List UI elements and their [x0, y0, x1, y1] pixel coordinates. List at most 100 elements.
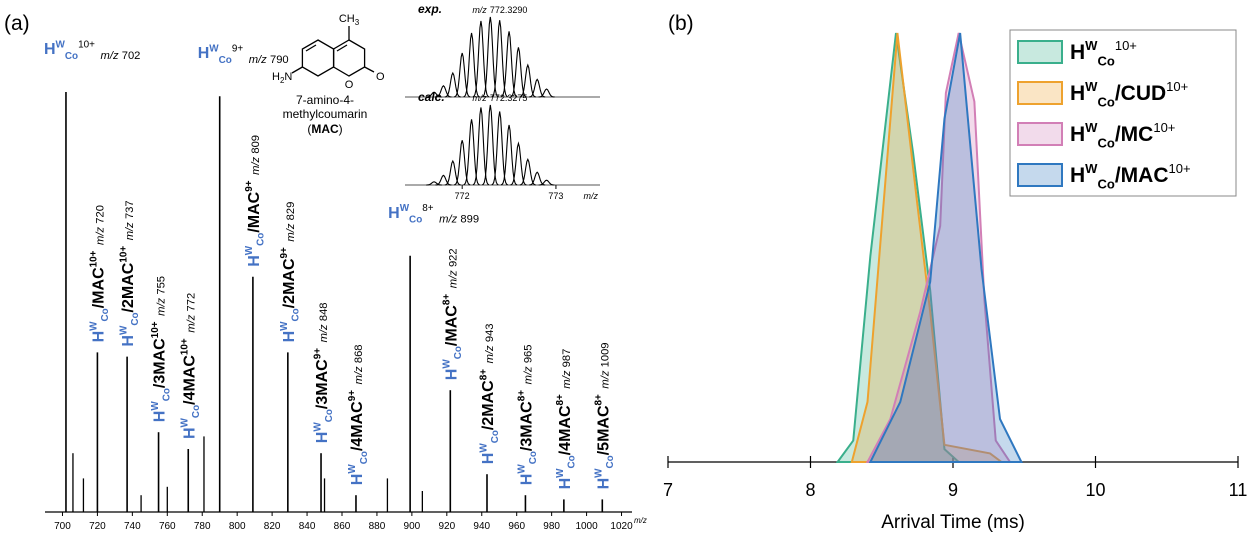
mz-unit: m/z [185, 314, 197, 332]
isotope-peak [454, 140, 471, 186]
ion-base: H [480, 453, 497, 465]
mz-unit: m/z [124, 222, 136, 240]
mz-unit: m/z [561, 370, 573, 388]
isotope-peak [435, 85, 452, 98]
charge: 10+ [150, 321, 161, 338]
ion-sub: Co [256, 233, 267, 246]
ion-sup: W [180, 417, 191, 427]
ion-sub: Co [65, 51, 78, 62]
x-tick-label: 960 [508, 521, 525, 532]
ion-label: HWCo10+ [1070, 38, 1137, 68]
structure-label: O [345, 79, 354, 91]
legend-swatch [1017, 163, 1063, 187]
inset-peak-label: m/z 772.3290 [472, 5, 527, 15]
mz-value: 1009 [599, 342, 611, 367]
x-tick-label: 940 [473, 521, 490, 532]
ion-sup: W [1085, 161, 1098, 176]
legend-swatch [1017, 81, 1063, 105]
ion-sub: Co [291, 308, 302, 321]
ion-label: HWCo/MAC9+ m/z 809 [244, 135, 267, 267]
abbr-text: ( [307, 122, 311, 136]
ion-base: H [246, 255, 263, 267]
isotope-peak [500, 31, 518, 98]
ion-base: H [595, 478, 612, 490]
x-tick-label: 10 [1085, 480, 1105, 500]
ion-sup: W [279, 321, 290, 331]
charge: 10+ [1166, 79, 1188, 94]
mz-unit: m/z [522, 366, 534, 384]
species: /MC [1115, 123, 1154, 146]
isotope-peak [444, 159, 461, 186]
charge: 8+ [517, 390, 528, 402]
ion-label: HWCo/3MAC8+ m/z 965 [517, 344, 540, 485]
ion-base: H [198, 45, 210, 62]
ion-base: H [388, 205, 400, 222]
structure-label: H2N [272, 71, 292, 85]
x-tick-label: 11 [1229, 480, 1248, 500]
ion-label: HWCo/4MAC9+ m/z 868 [347, 344, 370, 485]
compound-name: methylcoumarin [283, 107, 368, 121]
ion-base: H [120, 335, 137, 347]
mz-unit: m/z [318, 324, 330, 342]
ion-label: HWCo/MC10+ [1070, 120, 1175, 150]
ion-sub: Co [1097, 176, 1114, 191]
ion-sub: Co [191, 405, 202, 418]
charge: 8+ [594, 394, 605, 406]
ion-sub: Co [130, 312, 141, 325]
legend-swatch [1017, 40, 1063, 64]
mz-value: 868 [353, 344, 365, 363]
x-tick-label: 760 [159, 521, 176, 532]
ion-sup: W [118, 325, 129, 335]
x-tick-label: 720 [89, 521, 106, 532]
x-tick-label: 880 [369, 521, 386, 532]
species: /2MAC [281, 258, 298, 308]
mz-value: 987 [561, 349, 573, 368]
inset-tick-label: 772 [455, 191, 470, 201]
ion-sup: W [89, 321, 100, 331]
mz-unit: m/z [156, 297, 168, 315]
species: /MAC [443, 305, 460, 346]
ion-label: HWCo/2MAC8+ m/z 943 [478, 323, 501, 464]
isotope-peak [463, 119, 480, 186]
species: /3MAC [518, 401, 535, 451]
isotope-peak [491, 111, 508, 186]
mz-value: 755 [156, 276, 168, 295]
ion-label: HWCo9+ m/z 790 [198, 43, 289, 66]
ion-label: HWCo10+ m/z 702 [44, 39, 140, 62]
ring [332, 39, 366, 77]
species: /3MAC [152, 338, 169, 388]
ion-base: H [518, 474, 535, 486]
ion-sup: W [442, 359, 453, 369]
charge: 9+ [244, 180, 255, 192]
structure-label: O [376, 71, 385, 83]
mz-value: 965 [522, 344, 534, 363]
legend [1009, 29, 1237, 197]
ion-sup: W [56, 39, 66, 50]
mz-value: 772 [185, 293, 197, 312]
isotope-peak [472, 107, 490, 186]
mz-unit: m/z [599, 370, 611, 388]
isotope-peak [510, 141, 527, 186]
ion-label: HWCo/4MAC10+ m/z 772 [180, 293, 203, 439]
bond [336, 44, 348, 52]
ion-sup: W [347, 464, 358, 474]
charge: 8+ [478, 369, 489, 381]
ion-sub: Co [490, 430, 501, 443]
ion-base: H [181, 427, 198, 439]
mz-value: 720 [94, 205, 106, 224]
inset-series-label: exp. [418, 2, 442, 16]
mz-value: 702 [122, 50, 141, 62]
ion-label: HWCo/3MAC10+ m/z 755 [150, 276, 173, 422]
mz-unit: m/z [249, 54, 267, 66]
isotope-peak [510, 47, 527, 98]
x-tick-label: 980 [543, 521, 560, 532]
ion-sup: W [517, 464, 528, 474]
species: /5MAC [595, 405, 612, 455]
isotope-peak [538, 179, 555, 186]
x-tick-label: 780 [194, 521, 211, 532]
x-tick-label: 860 [334, 521, 351, 532]
inset-tick-label: 773 [548, 191, 563, 201]
